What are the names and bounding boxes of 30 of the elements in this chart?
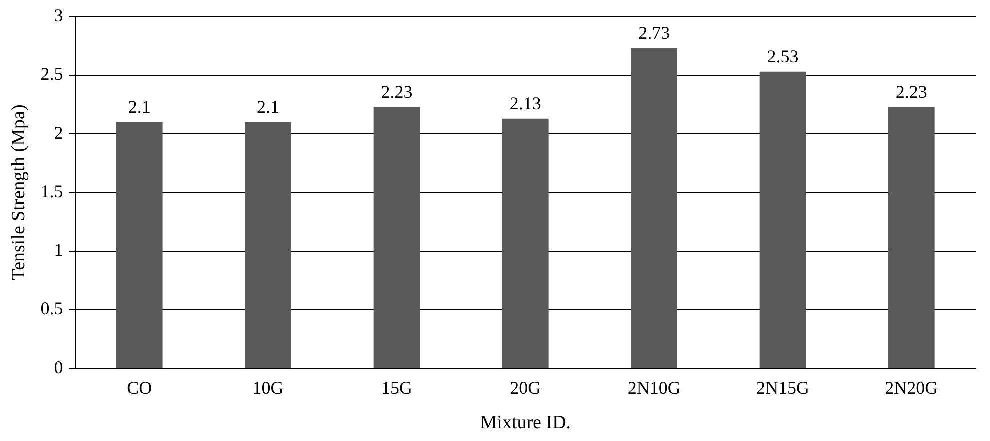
y-tick-label: 0.5 xyxy=(40,298,64,319)
x-tick-label: 2N20G xyxy=(885,378,938,398)
data-label: 2.73 xyxy=(638,23,670,44)
data-label: 2.1 xyxy=(257,97,280,118)
bar xyxy=(502,118,549,368)
y-tick-label: 3 xyxy=(54,6,64,26)
data-label: 2.23 xyxy=(381,82,413,102)
x-tick-label: 10G xyxy=(252,378,284,398)
x-axis-title: Mixture ID. xyxy=(480,412,572,434)
x-tick-label: 20G xyxy=(510,378,542,398)
x-tick-label: 2N15G xyxy=(756,378,810,398)
data-label: 2.23 xyxy=(896,82,928,102)
data-label: 2.1 xyxy=(128,97,151,118)
x-tick-label: 2N10G xyxy=(628,378,681,398)
bar xyxy=(116,122,163,368)
x-tick-label: CO xyxy=(127,378,152,398)
data-label: 2.53 xyxy=(767,46,799,67)
y-tick-label: 1 xyxy=(54,240,64,260)
bar xyxy=(245,122,292,368)
data-label: 2.13 xyxy=(510,94,542,114)
bar xyxy=(888,107,935,368)
y-tick-label: 0 xyxy=(54,357,64,378)
bar xyxy=(760,72,806,368)
y-axis-title: Tensile Strength (Mpa) xyxy=(8,104,30,281)
y-tick-label: 2 xyxy=(54,122,64,143)
y-tick-label: 2.5 xyxy=(40,64,64,84)
bar xyxy=(631,48,678,368)
bar xyxy=(374,107,420,368)
y-tick-label: 1.5 xyxy=(40,181,64,202)
x-tick-label: 15G xyxy=(381,378,412,398)
